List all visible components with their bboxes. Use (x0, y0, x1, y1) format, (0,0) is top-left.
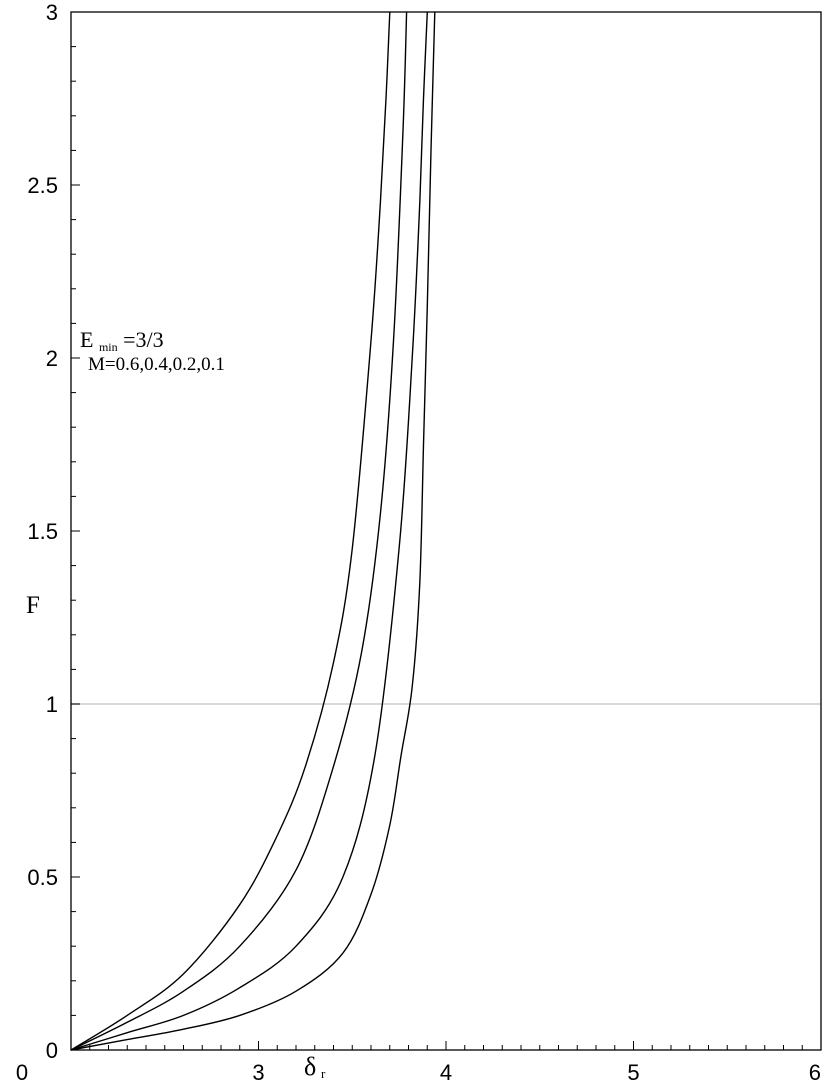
series-line-4 (70, 11, 436, 1051)
ticks: 0 0.5 1 1.5 2 2.5 3 3 4 5 6 0 (16, 0, 822, 1083)
annotation: E min =3/3 M=0.6,0.4,0.2,0.1 (80, 327, 225, 375)
x-axis-label-symbol: δ (304, 1052, 316, 1081)
y-tick-label: 1.5 (27, 519, 58, 544)
y-tick-label: 3 (46, 0, 58, 25)
annotation-e: E (80, 327, 93, 352)
plot-frame (70, 11, 822, 1051)
y-tick-label: 0 (46, 1038, 58, 1063)
x-axis-label-subscript: r (321, 1066, 326, 1081)
axes (70, 11, 822, 1051)
x-tick-label: 4 (440, 1060, 452, 1083)
series-line-1 (70, 11, 391, 1051)
series-line-2 (70, 11, 408, 1051)
annotation-line1: E min =3/3 (80, 327, 164, 356)
annotation-rest: =3/3 (123, 327, 164, 352)
series-line-3 (70, 11, 428, 1051)
y-tick-label: 0.5 (27, 865, 58, 890)
annotation-line2: M=0.6,0.4,0.2,0.1 (88, 354, 225, 375)
origin-label: 0 (16, 1060, 28, 1083)
y-tick-label: 2.5 (27, 173, 58, 198)
x-axis-label: δ r (304, 1052, 326, 1081)
x-tick-label: 3 (252, 1060, 264, 1083)
y-tick-label: 1 (46, 692, 58, 717)
x-tick-label: 5 (627, 1060, 639, 1083)
curves (70, 11, 436, 1051)
annotation-sub: min (99, 340, 118, 354)
y-axis-label: F (26, 592, 40, 619)
y-tick-label: 2 (46, 346, 58, 371)
x-tick-label: 6 (809, 1060, 821, 1083)
